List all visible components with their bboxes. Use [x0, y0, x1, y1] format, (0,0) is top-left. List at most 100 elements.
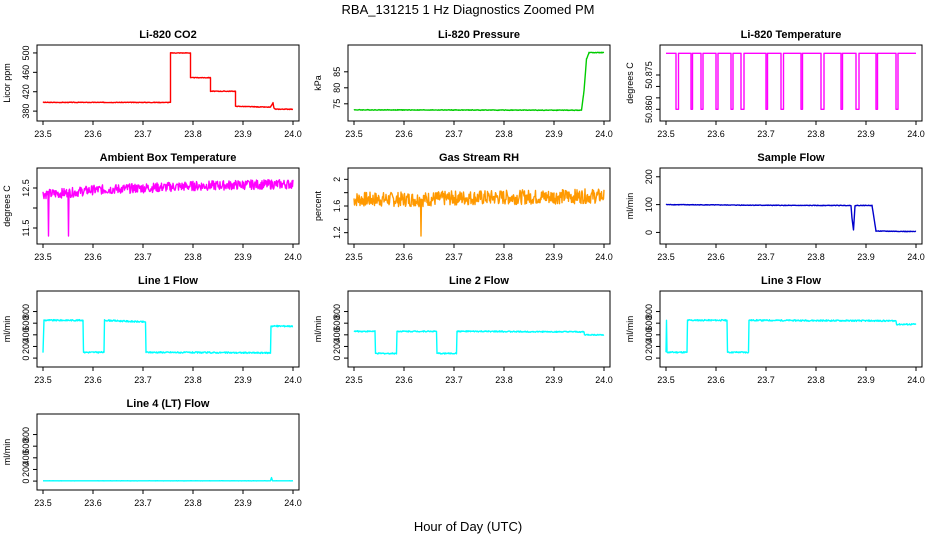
y-axis-label: ml/min	[2, 439, 12, 466]
x-tick-label: 23.7	[134, 375, 152, 385]
panel-sample-flow: Sample Flow ml/min 23.5 23.6 23.7 23.8 23.9 24.…	[625, 152, 925, 262]
series-line	[665, 52, 917, 110]
x-tick-label: 23.5	[657, 252, 675, 262]
plot-frame	[36, 413, 300, 491]
x-tick-label: 23.7	[134, 498, 152, 508]
x-tick-label: 23.7	[757, 375, 775, 385]
x-tick-label: 23.7	[445, 129, 463, 139]
x-tick-label: 24.0	[907, 375, 925, 385]
x-tick-label: 24.0	[284, 252, 302, 262]
y-axis-label: kPa	[313, 75, 323, 91]
y-tick-label: 600	[332, 316, 342, 331]
figure-x-axis-label: Hour of Day (UTC)	[414, 519, 522, 534]
series-line	[353, 51, 605, 112]
y-tick-label: 200	[644, 339, 654, 354]
y-axis-label: percent	[313, 190, 323, 221]
x-tick-label: 23.6	[707, 252, 725, 262]
y-tick-label: 500	[21, 45, 31, 60]
panel-title: Line 3 Flow	[761, 275, 821, 287]
panel-ambient-box-temperature: Ambient Box Temperature degrees C 23.5 23.6…	[2, 152, 302, 262]
x-tick-label: 23.8	[807, 375, 825, 385]
x-tick-label: 23.7	[134, 252, 152, 262]
y-tick-label: 12.5	[21, 179, 31, 197]
x-tick-label: 23.6	[395, 252, 413, 262]
panel-title: Line 1 Flow	[138, 275, 198, 287]
x-tick-label: 23.8	[495, 129, 513, 139]
x-tick-label: 23.7	[134, 129, 152, 139]
x-tick-label: 23.7	[445, 252, 463, 262]
x-tick-label: 23.6	[84, 375, 102, 385]
panel-li-820-pressure: Li-820 Pressure kPa 23.5 23.6 23.7 23.8 23.9 24…	[313, 29, 613, 139]
y-tick-label: 600	[21, 439, 31, 454]
x-tick-label: 23.6	[707, 129, 725, 139]
x-tick-label: 23.9	[234, 375, 252, 385]
y-tick-label: 2	[332, 177, 342, 182]
panel-title: Sample Flow	[757, 152, 825, 164]
y-tick-label: 800	[332, 304, 342, 319]
y-tick-label: 400	[644, 327, 654, 342]
x-tick-label: 24.0	[284, 129, 302, 139]
y-axis-label: ml/min	[2, 316, 12, 343]
series-line	[665, 203, 917, 233]
x-tick-label: 23.8	[184, 375, 202, 385]
y-tick-label: 800	[21, 427, 31, 442]
x-tick-label: 23.6	[395, 129, 413, 139]
plot-frame	[659, 44, 923, 122]
series-line	[42, 52, 294, 111]
y-tick-label: 0	[644, 356, 654, 361]
y-tick-label: 200	[644, 169, 654, 184]
y-tick-label: 11.5	[21, 220, 31, 237]
y-tick-label: 0	[332, 356, 342, 361]
y-tick-label: 80	[332, 83, 342, 93]
x-tick-label: 23.5	[657, 375, 675, 385]
x-tick-label: 23.7	[757, 252, 775, 262]
series-line	[42, 318, 294, 355]
x-tick-label: 23.5	[34, 498, 52, 508]
y-tick-label: 50.875	[644, 61, 654, 89]
y-tick-label: 85	[332, 67, 342, 77]
figure-title: RBA_131215 1 Hz Diagnostics Zoomed PM	[342, 2, 595, 17]
x-tick-label: 23.9	[234, 129, 252, 139]
x-tick-label: 24.0	[284, 375, 302, 385]
x-tick-label: 23.8	[184, 498, 202, 508]
x-tick-label: 23.7	[757, 129, 775, 139]
panel-title: Gas Stream RH	[439, 152, 519, 164]
x-tick-label: 23.9	[234, 252, 252, 262]
y-tick-label: 1.2	[332, 226, 342, 239]
x-tick-label: 23.9	[857, 252, 875, 262]
series-line	[42, 179, 294, 237]
x-tick-label: 23.6	[84, 129, 102, 139]
x-tick-label: 23.5	[657, 129, 675, 139]
y-tick-label: 200	[332, 339, 342, 354]
x-tick-label: 23.7	[445, 375, 463, 385]
panel-title: Line 2 Flow	[449, 275, 509, 287]
panel-title: Li-820 Pressure	[438, 29, 520, 41]
y-tick-label: 600	[644, 316, 654, 331]
y-axis-label: degrees C	[625, 62, 635, 104]
x-tick-label: 23.9	[857, 375, 875, 385]
panel-line-4-lt-flow: Line 4 (LT) Flow ml/min 23.5 23.6 23.7 23.8 23…	[2, 398, 302, 508]
x-tick-label: 23.5	[345, 375, 363, 385]
y-tick-label: 600	[21, 316, 31, 331]
x-tick-label: 24.0	[595, 375, 613, 385]
panel-line-1-flow: Line 1 Flow ml/min 23.5 23.6 23.7 23.8 23.9 24.…	[2, 275, 302, 385]
x-tick-label: 23.5	[34, 252, 52, 262]
y-tick-label: 380	[21, 104, 31, 119]
y-axis-label: degrees C	[2, 185, 12, 227]
x-tick-label: 24.0	[907, 252, 925, 262]
y-tick-label: 400	[21, 327, 31, 342]
y-tick-label: 75	[332, 99, 342, 109]
x-tick-label: 23.8	[495, 375, 513, 385]
x-tick-label: 23.9	[545, 375, 563, 385]
panel-line-2-flow: Line 2 Flow ml/min 23.5 23.6 23.7 23.8 23.9 24.…	[313, 275, 613, 385]
y-tick-label: 200	[21, 462, 31, 477]
plot-frame	[36, 167, 300, 245]
y-tick-label: 400	[21, 450, 31, 465]
panel-title: Line 4 (LT) Flow	[127, 398, 210, 410]
plot-frame	[659, 167, 923, 245]
x-tick-label: 23.6	[84, 252, 102, 262]
x-tick-label: 23.6	[395, 375, 413, 385]
panel-li-820-co2: Li-820 CO2 Licor ppm 23.5 23.6 23.7 23.8 23.9 2…	[2, 29, 302, 139]
x-tick-label: 23.8	[807, 129, 825, 139]
x-tick-label: 23.5	[345, 129, 363, 139]
